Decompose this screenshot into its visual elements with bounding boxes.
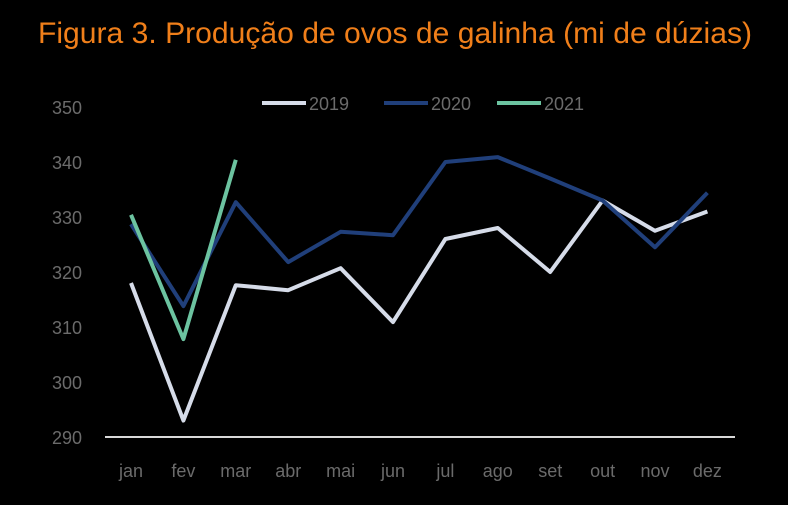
y-tick-label: 350 [52, 98, 82, 118]
y-tick-label: 320 [52, 263, 82, 283]
series-line-2020 [129, 155, 709, 309]
series-lines [129, 155, 709, 423]
legend-label: 2020 [431, 94, 471, 114]
legend-label: 2021 [544, 94, 584, 114]
y-axis-ticks: 350 340 330 320 310 300 290 [52, 98, 82, 448]
legend-label: 2019 [309, 94, 349, 114]
y-tick-label: 290 [52, 428, 82, 448]
legend: 2019 2020 2021 [262, 94, 584, 114]
x-tick-label: mar [220, 461, 251, 481]
series-line-2021 [129, 159, 238, 342]
legend-item-2021: 2021 [497, 94, 584, 114]
y-tick-label: 340 [52, 153, 82, 173]
y-tick-label: 310 [52, 318, 82, 338]
x-tick-label: set [538, 461, 562, 481]
series-line-2019 [129, 198, 709, 423]
legend-item-2019: 2019 [262, 94, 349, 114]
x-tick-label: jun [380, 461, 405, 481]
legend-item-2020: 2020 [384, 94, 471, 114]
x-tick-label: jan [118, 461, 143, 481]
y-tick-label: 330 [52, 208, 82, 228]
chart-title: Figura 3. Produção de ovos de galinha (m… [38, 17, 753, 50]
x-tick-label: nov [640, 461, 669, 481]
x-tick-label: out [590, 461, 615, 481]
x-tick-label: abr [275, 461, 301, 481]
x-tick-label: dez [693, 461, 722, 481]
x-tick-label: fev [171, 461, 195, 481]
x-axis-ticks: jan fev mar abr mai jun jul ago set out nov dez [118, 461, 722, 481]
y-tick-label: 300 [52, 373, 82, 393]
x-tick-label: jul [435, 461, 454, 481]
x-tick-label: ago [483, 461, 513, 481]
x-tick-label: mai [326, 461, 355, 481]
